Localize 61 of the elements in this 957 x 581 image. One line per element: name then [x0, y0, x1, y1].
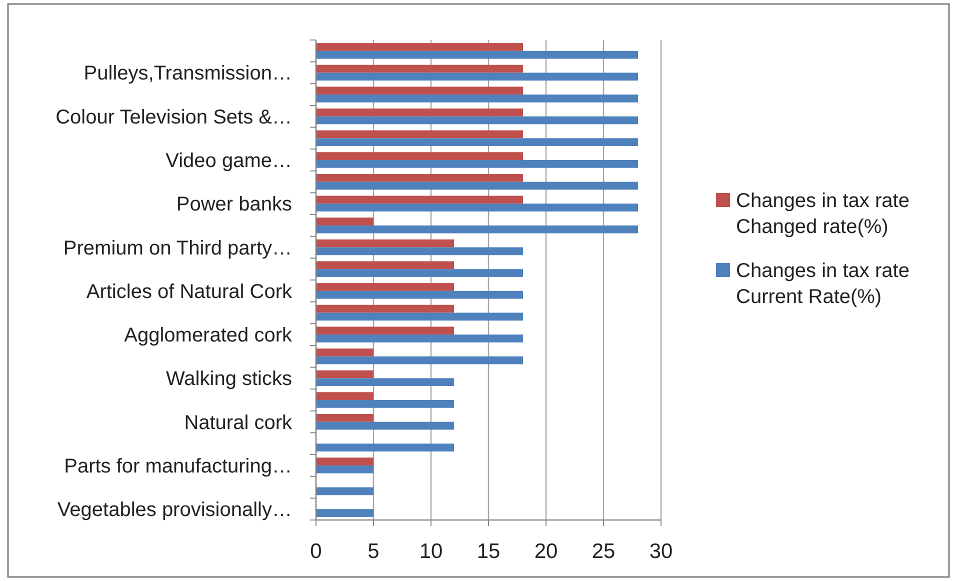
y-tick-label: Pulleys,Transmission… — [84, 62, 292, 85]
bar — [316, 422, 454, 430]
bar — [316, 283, 454, 291]
bar — [316, 392, 374, 400]
legend-label: Changes in tax rate Current Rate(%) — [736, 260, 910, 308]
y-tick-label: Power banks — [176, 194, 292, 216]
x-tick-label: 20 — [534, 540, 558, 563]
x-tick-label: 10 — [419, 540, 443, 563]
bar — [316, 304, 454, 313]
bar — [316, 356, 523, 364]
bar — [316, 348, 374, 356]
bar — [316, 261, 454, 270]
x-tick-label: 15 — [476, 540, 500, 563]
bar — [316, 94, 638, 102]
bar — [316, 334, 523, 342]
bar — [316, 400, 454, 408]
legend-label: Changes in tax rate Changed rate(%) — [736, 190, 910, 238]
x-tick-label: 25 — [592, 540, 616, 563]
x-tick-label: 0 — [310, 540, 322, 563]
bar — [316, 130, 523, 138]
bar — [316, 465, 374, 474]
bar — [316, 152, 523, 160]
y-tick-label: Premium on Third party… — [63, 237, 292, 260]
bar — [316, 182, 638, 190]
bar — [316, 204, 638, 212]
bar — [316, 312, 523, 321]
bar — [316, 108, 523, 116]
bar — [316, 43, 523, 51]
x-tick-label: 30 — [649, 540, 673, 563]
y-tick-label: Colour Television Sets &… — [56, 106, 292, 128]
bar — [316, 72, 638, 81]
bar — [316, 269, 523, 277]
bar — [316, 138, 638, 146]
bar — [316, 239, 454, 248]
bar — [316, 378, 454, 386]
y-tick-label: Agglomerated cork — [124, 324, 293, 347]
bar — [316, 116, 638, 124]
bar — [316, 86, 523, 95]
bar — [316, 509, 374, 517]
y-tick-label: Natural cork — [184, 412, 293, 434]
bar — [316, 196, 523, 204]
bar — [316, 458, 374, 466]
bar — [316, 414, 374, 422]
bar — [316, 370, 374, 378]
bar — [316, 326, 454, 335]
bar — [316, 64, 523, 73]
y-tick-label: Parts for manufacturing… — [64, 455, 292, 478]
y-tick-label: Vegetables provisionally… — [57, 499, 292, 522]
bar — [316, 50, 638, 59]
bar — [316, 218, 374, 226]
x-tick-label: 5 — [368, 540, 380, 563]
y-tick-label: Video game… — [166, 150, 292, 172]
y-tick-label: Walking sticks — [166, 368, 292, 390]
bar — [316, 160, 638, 168]
bar — [316, 290, 523, 299]
bar — [316, 487, 374, 496]
bar — [316, 225, 638, 234]
bar — [316, 174, 523, 182]
y-tick-label: Articles of Natural Cork — [86, 280, 293, 303]
bar — [316, 444, 454, 452]
bar — [316, 247, 523, 256]
